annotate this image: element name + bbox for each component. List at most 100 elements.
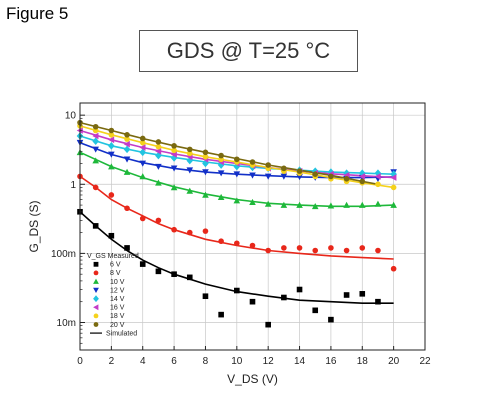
data-point-10v [92,157,99,164]
data-point-8v [328,245,334,251]
data-point-20v [124,131,130,138]
x-ticks: 0 2 4 6 8 10 12 14 16 18 20 22 [77,346,431,367]
data-point-20v [108,127,115,134]
data-point-16v [358,173,366,180]
data-point-10v [139,173,147,180]
legend-entry: 6 V [110,262,121,269]
data-point-6v [234,287,240,294]
data-point-8v [343,247,350,254]
data-point-18v [186,150,193,157]
x-tick-label: 10 [231,356,243,367]
data-point-18v [171,147,177,154]
data-point-8v [202,228,209,234]
legend-entry: 16 V [110,305,125,312]
data-point-16v [123,140,130,148]
data-point-8v [234,240,240,247]
x-axis-label: V_DS (V) [227,372,278,386]
data-point-20v [281,165,287,172]
data-point-8v [359,245,366,251]
data-point-14v [358,169,366,177]
legend-marker [93,261,99,267]
data-point-6v [124,245,130,251]
data-point-10v [155,179,162,186]
chart-title: GDS @ T=25 °C [139,30,358,72]
data-point-12v [217,170,225,177]
x-tick-label: 14 [294,356,306,367]
data-point-14v [233,162,241,171]
data-point-6v [202,293,209,300]
legend-entry: 10 V [110,279,125,286]
data-point-18v [124,136,130,142]
data-point-6v [265,321,271,328]
data-point-14v [139,148,147,157]
data-point-18v [155,143,162,150]
data-point-18v [139,139,146,146]
data-point-10v [170,184,178,191]
legend-title: V_GS Measured [87,253,139,260]
data-point-10v [108,163,115,170]
legend-simulated-label: Simulated [106,330,137,337]
data-point-10v [233,197,241,204]
data-point-14v [217,161,225,169]
data-point-14v [202,159,209,168]
y-axis-label: G_DS (S) [27,200,41,252]
x-tick-label: 18 [357,356,369,367]
data-point-14v [374,169,382,177]
data-point-14v [327,168,335,176]
data-point-20v [312,171,319,177]
plot-frame [79,102,426,351]
data-point-10v [202,191,209,198]
x-tick-label: 4 [140,356,146,367]
x-tick-label: 20 [388,356,400,367]
data-point-6v [281,294,287,301]
x-tick-label: 8 [203,356,209,367]
data-point-10v [311,203,319,210]
legend-marker [93,287,99,293]
data-point-12v [92,146,99,153]
data-point-10v [296,201,303,208]
data-point-14v [92,137,99,146]
data-point-20v [155,139,162,145]
data-point-6v [375,298,381,305]
data-point-6v [359,291,366,297]
data-point-12v [108,151,115,158]
data-point-16v [374,173,381,180]
data-point-18v [375,181,381,188]
legend-marker [93,270,99,276]
data-point-10v [123,168,131,175]
data-point-10v [186,187,194,194]
data-point-6v [155,268,162,275]
data-point-6v [249,298,256,305]
legend-marker [93,322,99,327]
data-point-12v [155,163,162,170]
data-point-16v [108,136,115,144]
legend-marker [93,304,99,311]
data-point-12v [186,167,194,174]
x-tick-label: 2 [109,356,115,367]
data-point-20v [171,143,177,149]
y-ticks: 10m 100m 1 10 [51,111,85,351]
data-point-20v [139,135,146,142]
data-point-8v [171,226,177,233]
data-point-12v [123,156,131,163]
data-point-6v [312,307,319,314]
data-point-14v [390,170,397,178]
x-tick-label: 0 [77,356,83,367]
legend-marker [93,278,99,284]
data-point-10v [358,201,366,208]
data-point-12v [264,173,272,180]
data-point-10v [327,202,335,209]
data-point-12v [139,160,147,167]
legend-entry: 18 V [110,313,125,320]
data-point-20v [249,159,256,165]
data-point-8v [108,192,115,198]
data-point-6v [171,271,177,277]
data-points [76,119,397,328]
data-point-6v [186,274,193,281]
legend-entry: 8 V [110,270,121,277]
data-point-20v [92,123,99,130]
data-point-20v [343,176,350,182]
data-point-20v [296,168,303,174]
y-tick-label: 10 [65,111,77,122]
data-point-16v [155,148,162,155]
